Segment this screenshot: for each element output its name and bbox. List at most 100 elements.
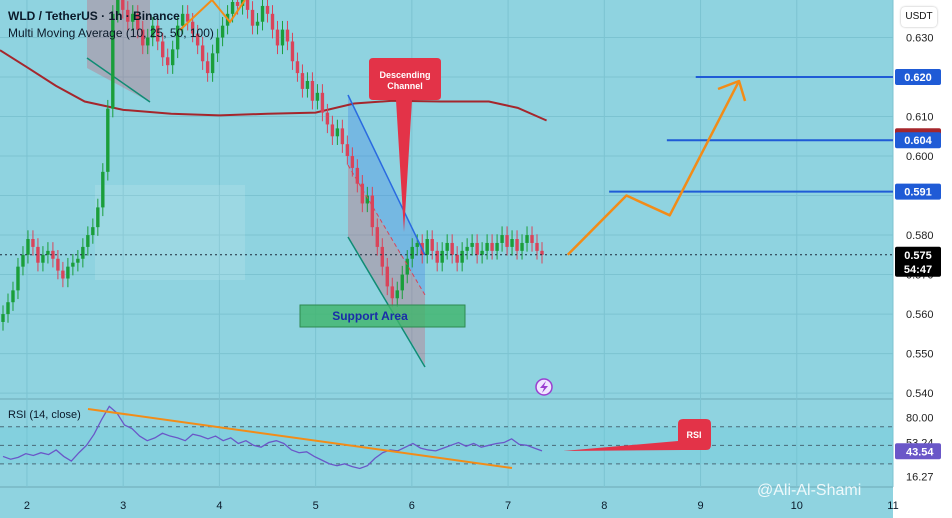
candle-body: [435, 250, 439, 263]
candle-body: [505, 235, 509, 247]
candle-body: [46, 250, 50, 255]
candle-body: [470, 242, 474, 247]
candle-body: [300, 73, 305, 89]
price-label-box: [895, 132, 941, 149]
candle-body: [320, 92, 325, 113]
candle-body: [440, 250, 444, 263]
callout-line-2: Channel: [387, 81, 423, 91]
descending-channel-label: Descending Channel: [379, 70, 430, 91]
candle-body: [175, 25, 180, 50]
y-tick-label: 0.610: [906, 112, 934, 124]
candle-body: [425, 239, 429, 255]
candle-body: [335, 128, 340, 137]
candle-body: [141, 29, 145, 46]
rsi-line: [2, 405, 543, 470]
rsi-layer: [0, 405, 893, 470]
candle-body: [355, 167, 360, 184]
candle-body: [161, 41, 165, 58]
candle-body: [81, 246, 85, 259]
candle-body: [51, 250, 55, 259]
candle-body: [146, 37, 150, 46]
price-label: 0.575: [904, 250, 932, 262]
candle-body: [375, 227, 380, 247]
callout-line-1: Descending: [379, 70, 430, 80]
moving-average-layer: [0, 49, 547, 122]
candle-body: [380, 246, 384, 267]
candle-body: [455, 254, 459, 263]
candle-body: [151, 25, 155, 38]
candle-body: [460, 250, 464, 263]
projected-arrowhead: [717, 79, 747, 102]
candle-body: [11, 290, 15, 303]
candle-body: [535, 242, 539, 251]
projected-path[interactable]: [566, 80, 741, 256]
candle-body: [200, 45, 205, 62]
rsi-title: RSI (14, close): [8, 409, 81, 421]
candle-body: [56, 258, 60, 271]
candle-body: [101, 171, 105, 208]
candle-body: [116, 0, 120, 14]
candle-body: [205, 61, 210, 74]
price-label: 0.620: [904, 72, 932, 84]
chart-title: WLD / TetherUS · 1h · Binance: [8, 9, 180, 23]
candle-body: [270, 13, 275, 30]
descending-channel-callout[interactable]: Descending Channel: [369, 58, 441, 232]
y-tick-label: 0.580: [906, 230, 934, 242]
rsi-callout[interactable]: RSI: [563, 419, 711, 451]
candle-body: [310, 80, 315, 101]
lightning-icon[interactable]: [535, 378, 553, 396]
candle-body: [325, 112, 330, 125]
candle-body: [395, 290, 399, 299]
x-tick-label: 2: [24, 500, 30, 512]
x-tick-label: 10: [791, 500, 803, 512]
candle-body: [255, 21, 260, 26]
candle-body: [485, 242, 489, 251]
candle-body: [360, 183, 365, 204]
candle-body: [515, 239, 519, 251]
candle-body: [480, 250, 484, 255]
candle-body: [21, 254, 25, 267]
candle-body: [400, 274, 404, 291]
candle-body: [121, 0, 125, 10]
watermark: @Ali-Al-Shami: [757, 482, 861, 500]
candle-body: [385, 266, 389, 287]
candle-body: [131, 13, 135, 22]
y-tick-label: 0.630: [906, 33, 934, 45]
candle-body: [106, 108, 110, 172]
rsi-trendline[interactable]: [87, 408, 513, 469]
y-tick-label: 0.540: [906, 388, 934, 400]
candle-body: [315, 92, 320, 101]
candle-body: [220, 25, 225, 38]
x-tick-label: 4: [216, 500, 222, 512]
watermark-text: @Ali-Al-Shami: [757, 482, 862, 499]
candle-body: [61, 270, 65, 279]
candle-body: [525, 235, 529, 243]
y-tick-label: 0.560: [906, 309, 934, 321]
channel-top-left-line: [86, 57, 151, 103]
axis-layer: 2345678910110.6300.6200.6100.6000.5900.5…: [24, 33, 934, 512]
candle-body: [350, 156, 355, 168]
channel-upper-line: [347, 94, 426, 256]
candle-body: [410, 246, 414, 259]
candle-body: [235, 1, 240, 6]
price-label-box: [895, 183, 941, 200]
indicator-title: Multi Moving Average (10, 25, 50, 100): [8, 26, 214, 40]
currency-button[interactable]: USDT: [901, 7, 937, 27]
candle-body: [445, 242, 449, 251]
candle-body: [126, 9, 130, 22]
candle-body: [415, 242, 419, 247]
candle-body: [260, 5, 265, 22]
price-label-box: [895, 246, 941, 277]
candle-body: [91, 227, 95, 236]
moving-average-line: [0, 49, 547, 122]
candle-body: [96, 207, 100, 228]
candle-body: [170, 49, 175, 66]
candle-body: [180, 13, 185, 26]
candle-body: [31, 239, 35, 247]
support-area[interactable]: Support Area: [299, 304, 466, 328]
candle-body: [280, 29, 285, 46]
background-shape: [95, 185, 245, 280]
candle-body: [165, 57, 170, 66]
